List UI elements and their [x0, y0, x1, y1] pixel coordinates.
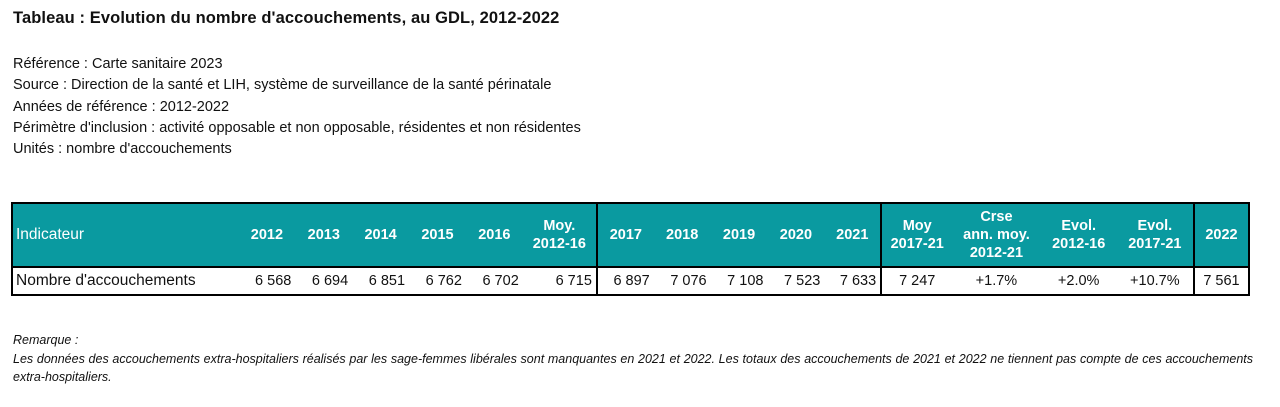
header-indicator: Indicateur: [12, 203, 239, 267]
cell-moy-2012-16: 6 715: [522, 266, 597, 295]
births-table: Indicateur 2012 2013 2014 2015 2016 Moy.…: [11, 202, 1250, 296]
header-2022: 2022: [1192, 203, 1249, 267]
cell-2019: 7 108: [710, 266, 768, 295]
cell-2016: 6 702: [465, 266, 523, 295]
header-2019: 2019: [710, 203, 768, 267]
header-2013: 2013: [295, 203, 353, 267]
cell-2015: 6 762: [409, 266, 466, 295]
cell-2017: 6 897: [595, 266, 654, 295]
meta-reference: Référence : Carte sanitaire 2023: [13, 56, 223, 72]
header-2018: 2018: [653, 203, 711, 267]
page-title: Tableau : Evolution du nombre d'accouche…: [13, 9, 560, 27]
header-2014: 2014: [352, 203, 410, 267]
cell-2013: 6 694: [295, 266, 353, 295]
cell-2020: 7 523: [767, 266, 825, 295]
cell-moy-2017-21: 7 247: [880, 266, 953, 295]
header-moy-2017-21: Moy 2017-21: [880, 203, 953, 267]
metadata-block: Référence : Carte sanitaire 2023 Source …: [13, 54, 581, 160]
cell-2021: 7 633: [824, 266, 882, 295]
cell-crse-ann-moy: +1.7%: [952, 266, 1041, 295]
meta-source: Source : Direction de la santé et LIH, s…: [13, 77, 552, 94]
cell-2022: 7 561: [1192, 266, 1249, 295]
cell-2018: 7 076: [653, 266, 711, 295]
table-header-row: Indicateur 2012 2013 2014 2015 2016 Moy.…: [12, 203, 1249, 267]
cell-evol-2012-16: +2.0%: [1040, 266, 1117, 295]
header-2012: 2012: [238, 203, 296, 267]
meta-scope: Périmètre d'inclusion : activité opposab…: [13, 119, 581, 136]
header-2017: 2017: [595, 203, 654, 267]
header-evol-2012-16: Evol. 2012-16: [1040, 203, 1117, 267]
cell-2012: 6 568: [238, 266, 296, 295]
cell-2014: 6 851: [352, 266, 410, 295]
header-2020: 2020: [767, 203, 825, 267]
remark-label: Remarque :: [13, 333, 79, 347]
meta-years: Années de référence : 2012-2022: [13, 98, 230, 115]
meta-units: Unités : nombre d'accouchements: [13, 141, 232, 158]
header-evol-2017-21: Evol. 2017-21: [1116, 203, 1194, 267]
row-label: Nombre d'accouchements: [12, 266, 239, 295]
header-crse-ann-moy: Crse ann. moy. 2012-21: [952, 203, 1041, 267]
header-2016: 2016: [465, 203, 523, 267]
header-2015: 2015: [409, 203, 466, 267]
table-row: Nombre d'accouchements 6 568 6 694 6 851…: [12, 266, 1249, 295]
header-moy-2012-16: Moy. 2012-16: [522, 203, 597, 267]
header-2021: 2021: [824, 203, 882, 267]
remark-text: Les données des accouchements extra-hosp…: [13, 352, 1253, 384]
cell-evol-2017-21: +10.7%: [1116, 266, 1194, 295]
